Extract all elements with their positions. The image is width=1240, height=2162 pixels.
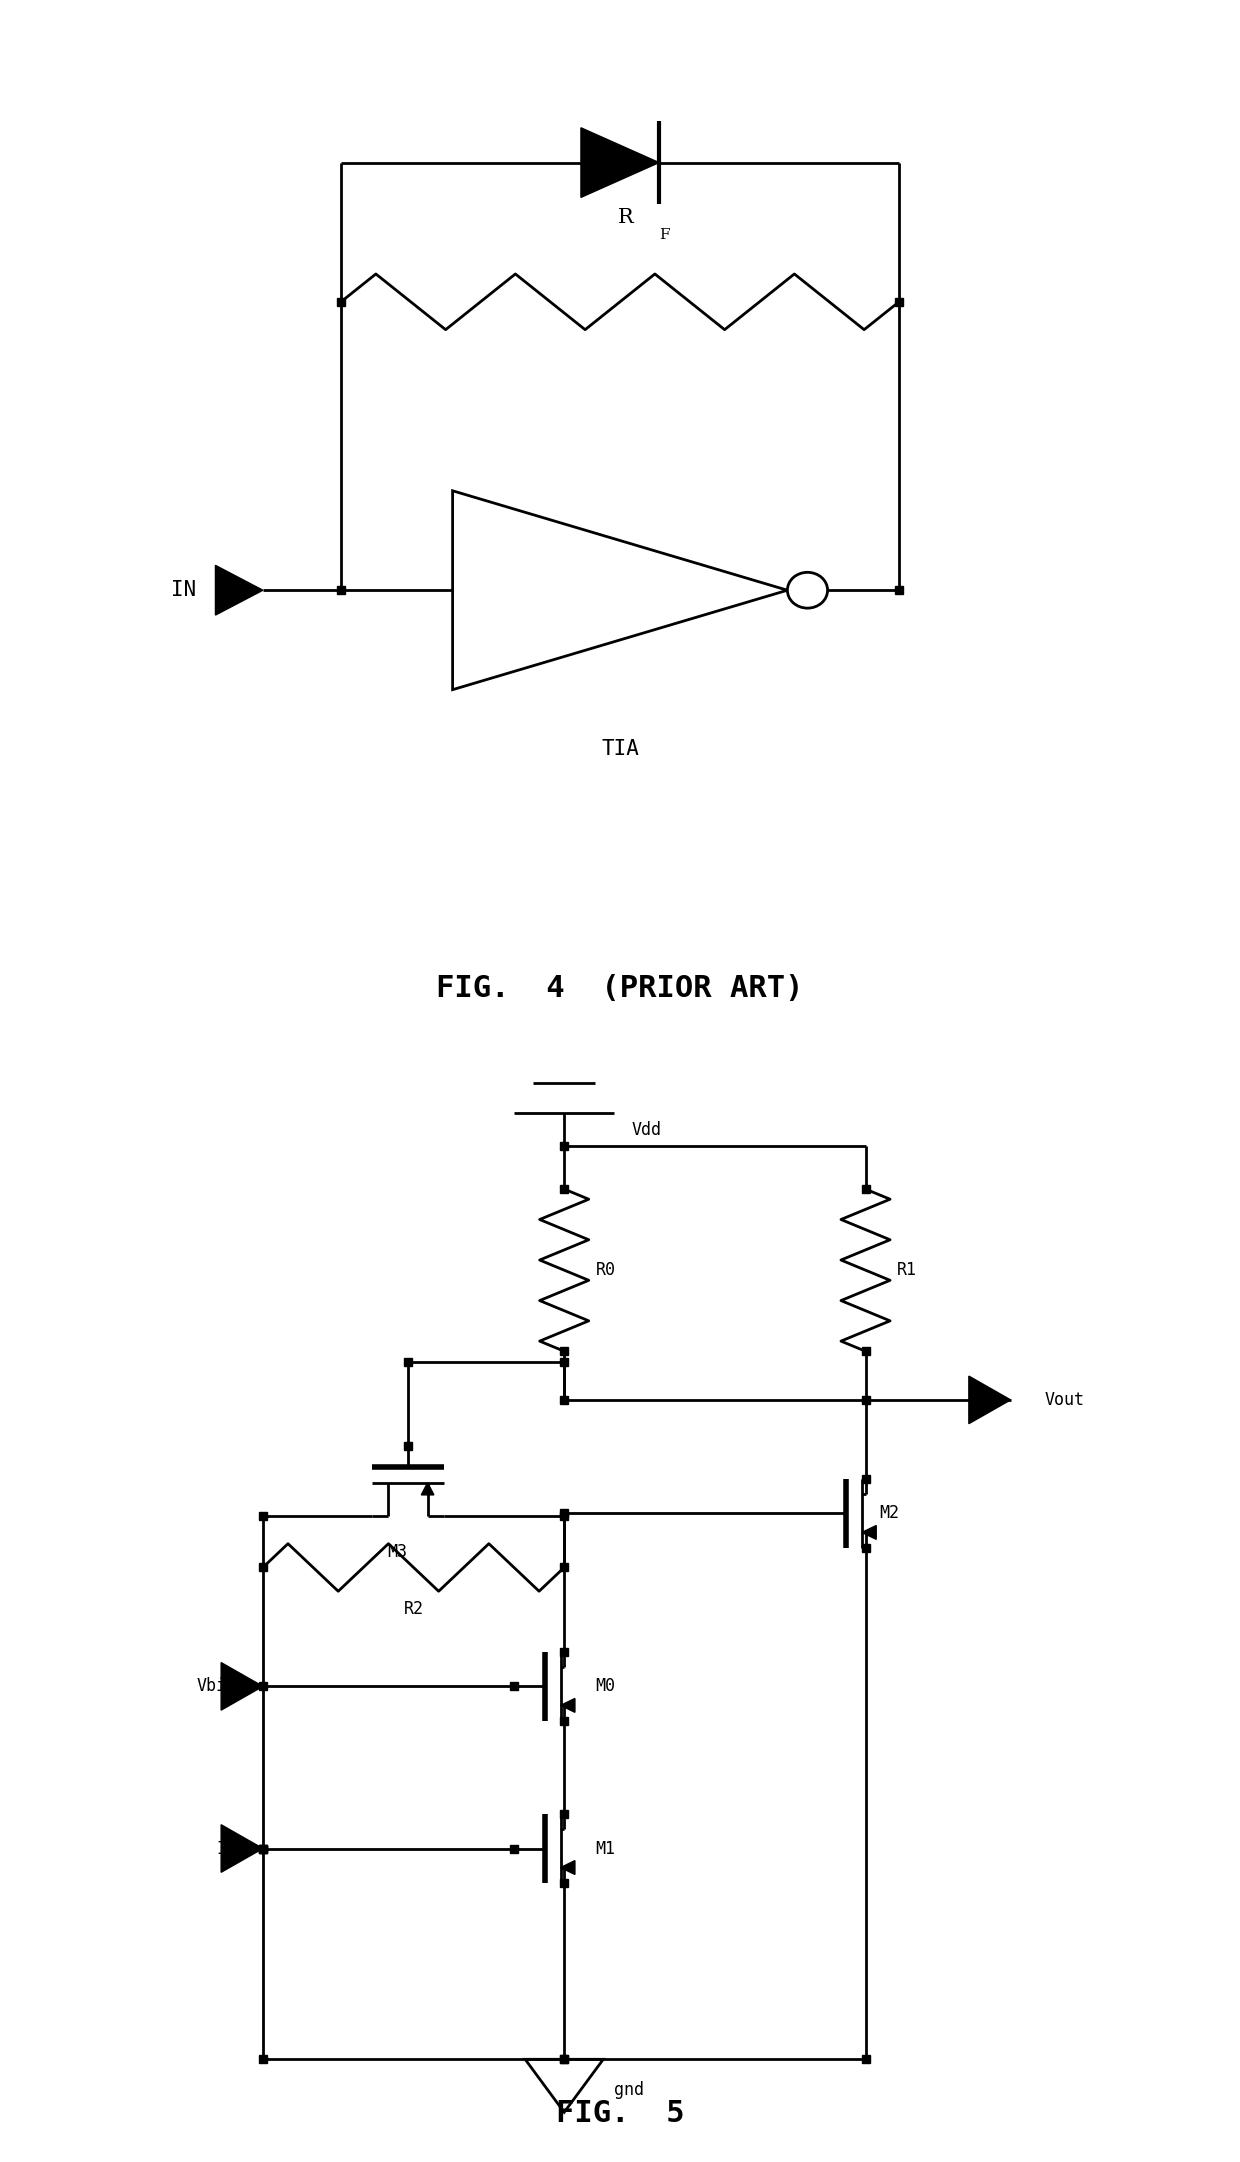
Polygon shape <box>968 1375 1011 1423</box>
Text: M3: M3 <box>387 1544 407 1561</box>
Text: R1: R1 <box>897 1260 916 1280</box>
Text: M2: M2 <box>879 1505 899 1522</box>
Text: TIA: TIA <box>601 739 639 759</box>
Polygon shape <box>221 1825 263 1872</box>
Polygon shape <box>560 1861 575 1874</box>
Polygon shape <box>216 564 263 614</box>
Text: Vdd: Vdd <box>631 1120 661 1139</box>
Text: M1: M1 <box>595 1840 615 1857</box>
Text: FIG.  4  (PRIOR ART): FIG. 4 (PRIOR ART) <box>436 973 804 1003</box>
Polygon shape <box>560 1699 575 1712</box>
Text: gnd: gnd <box>615 2080 645 2099</box>
Polygon shape <box>580 128 660 197</box>
Text: R2: R2 <box>403 1600 424 1617</box>
Text: R0: R0 <box>595 1260 615 1280</box>
Text: IN: IN <box>171 579 196 601</box>
Text: Vout: Vout <box>1044 1390 1084 1410</box>
Polygon shape <box>221 1663 263 1710</box>
Text: M0: M0 <box>595 1678 615 1695</box>
Text: FIG.  5: FIG. 5 <box>556 2099 684 2127</box>
Polygon shape <box>422 1483 434 1494</box>
Polygon shape <box>862 1526 877 1539</box>
Text: F: F <box>660 229 670 242</box>
Text: R: R <box>618 208 634 227</box>
Text: Vbias: Vbias <box>196 1678 246 1695</box>
Text: Iin: Iin <box>216 1840 246 1857</box>
